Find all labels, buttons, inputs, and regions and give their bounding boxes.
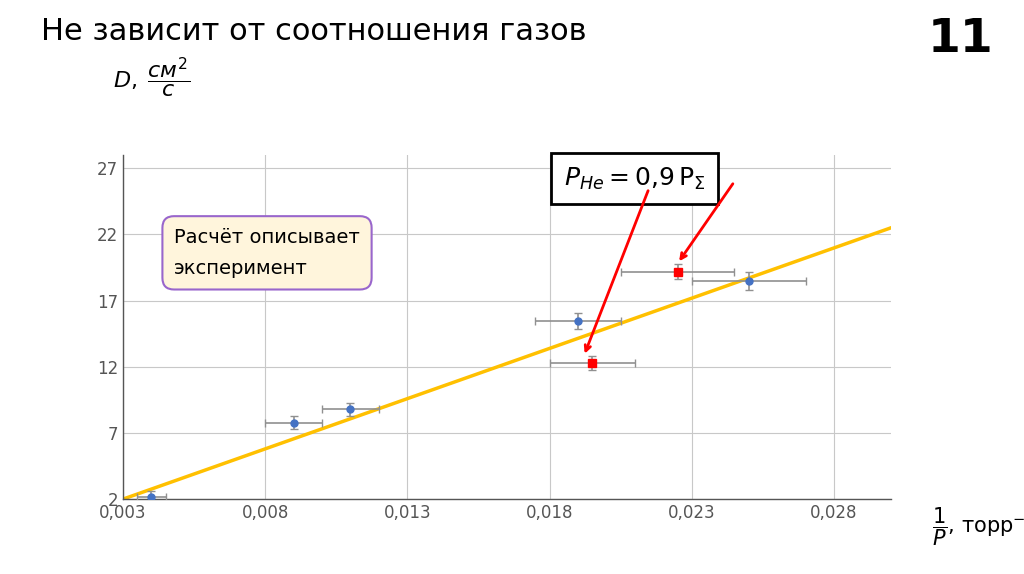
- Text: $D,\;\dfrac{\mathit{см}^2}{\mathit{с}}$: $D,\;\dfrac{\mathit{см}^2}{\mathit{с}}$: [113, 56, 189, 100]
- Text: Не зависит от соотношения газов: Не зависит от соотношения газов: [41, 17, 587, 46]
- Text: $P_{He}=0{,}9\,\mathrm{P}_{\Sigma}$: $P_{He}=0{,}9\,\mathrm{P}_{\Sigma}$: [564, 165, 706, 192]
- Text: Расчёт описывает
эксперимент: Расчёт описывает эксперимент: [174, 228, 360, 278]
- Text: $\dfrac{1}{P}$, торр$^{-1}$: $\dfrac{1}{P}$, торр$^{-1}$: [932, 505, 1024, 548]
- Text: 11: 11: [928, 17, 993, 62]
